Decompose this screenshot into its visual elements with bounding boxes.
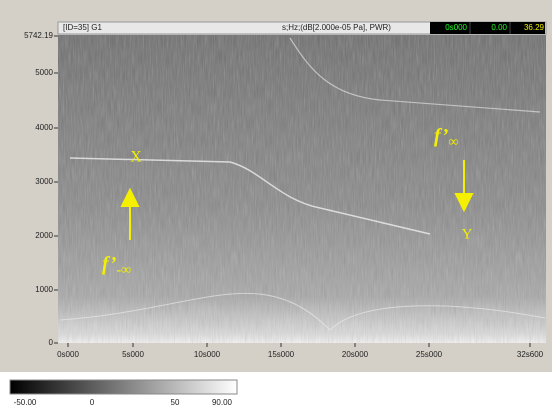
y-tick-label: 1000 <box>35 285 53 294</box>
annotation-subscript: -∞ <box>116 263 131 278</box>
y-tick-label: 3000 <box>35 177 53 186</box>
x-tick-label: 32s600 <box>517 350 544 359</box>
y-tick-label: 4000 <box>35 123 53 132</box>
colorbar <box>10 380 237 394</box>
y-tick-label: 5000 <box>35 68 53 77</box>
colorbar-tick-label: 50 <box>171 398 180 407</box>
colorbar-tick-label: 0 <box>90 398 95 407</box>
x-tick-label: 25s000 <box>416 350 443 359</box>
header-units: s;Hz;(dB[2.000e-05 Pa], PWR) <box>282 23 391 32</box>
colorbar-tick-label: 90.00 <box>212 398 233 407</box>
header-title: [ID=35] G1 <box>63 23 102 32</box>
x-tick-label: 10s000 <box>194 350 221 359</box>
readout: 0.00 <box>491 23 507 32</box>
x-tick-label: 15s000 <box>268 350 295 359</box>
readout: 36.29 <box>524 23 545 32</box>
y-tick-label: 2000 <box>35 231 53 240</box>
plot-area <box>58 35 546 343</box>
annotation-subscript: ∞ <box>448 135 458 150</box>
x-tick-label: 5s000 <box>122 350 144 359</box>
spectrogram-window: [ID=35] G1 s;Hz;(dB[2.000e-05 Pa], PWR) … <box>0 0 552 409</box>
annotation: X <box>130 149 142 166</box>
y-tick-label: 5742.19 <box>24 31 53 40</box>
colorbar-tick-label: -50.00 <box>14 398 37 407</box>
annotation-symbol: f’ <box>434 125 448 147</box>
y-tick-label: 0 <box>49 338 54 347</box>
x-tick-label: 0s000 <box>57 350 79 359</box>
readout: 0s000 <box>445 23 467 32</box>
annotation: Y <box>462 226 473 242</box>
annotation-symbol: f’ <box>102 253 116 275</box>
spectrogram-noise <box>58 35 546 343</box>
x-tick-label: 20s000 <box>342 350 369 359</box>
